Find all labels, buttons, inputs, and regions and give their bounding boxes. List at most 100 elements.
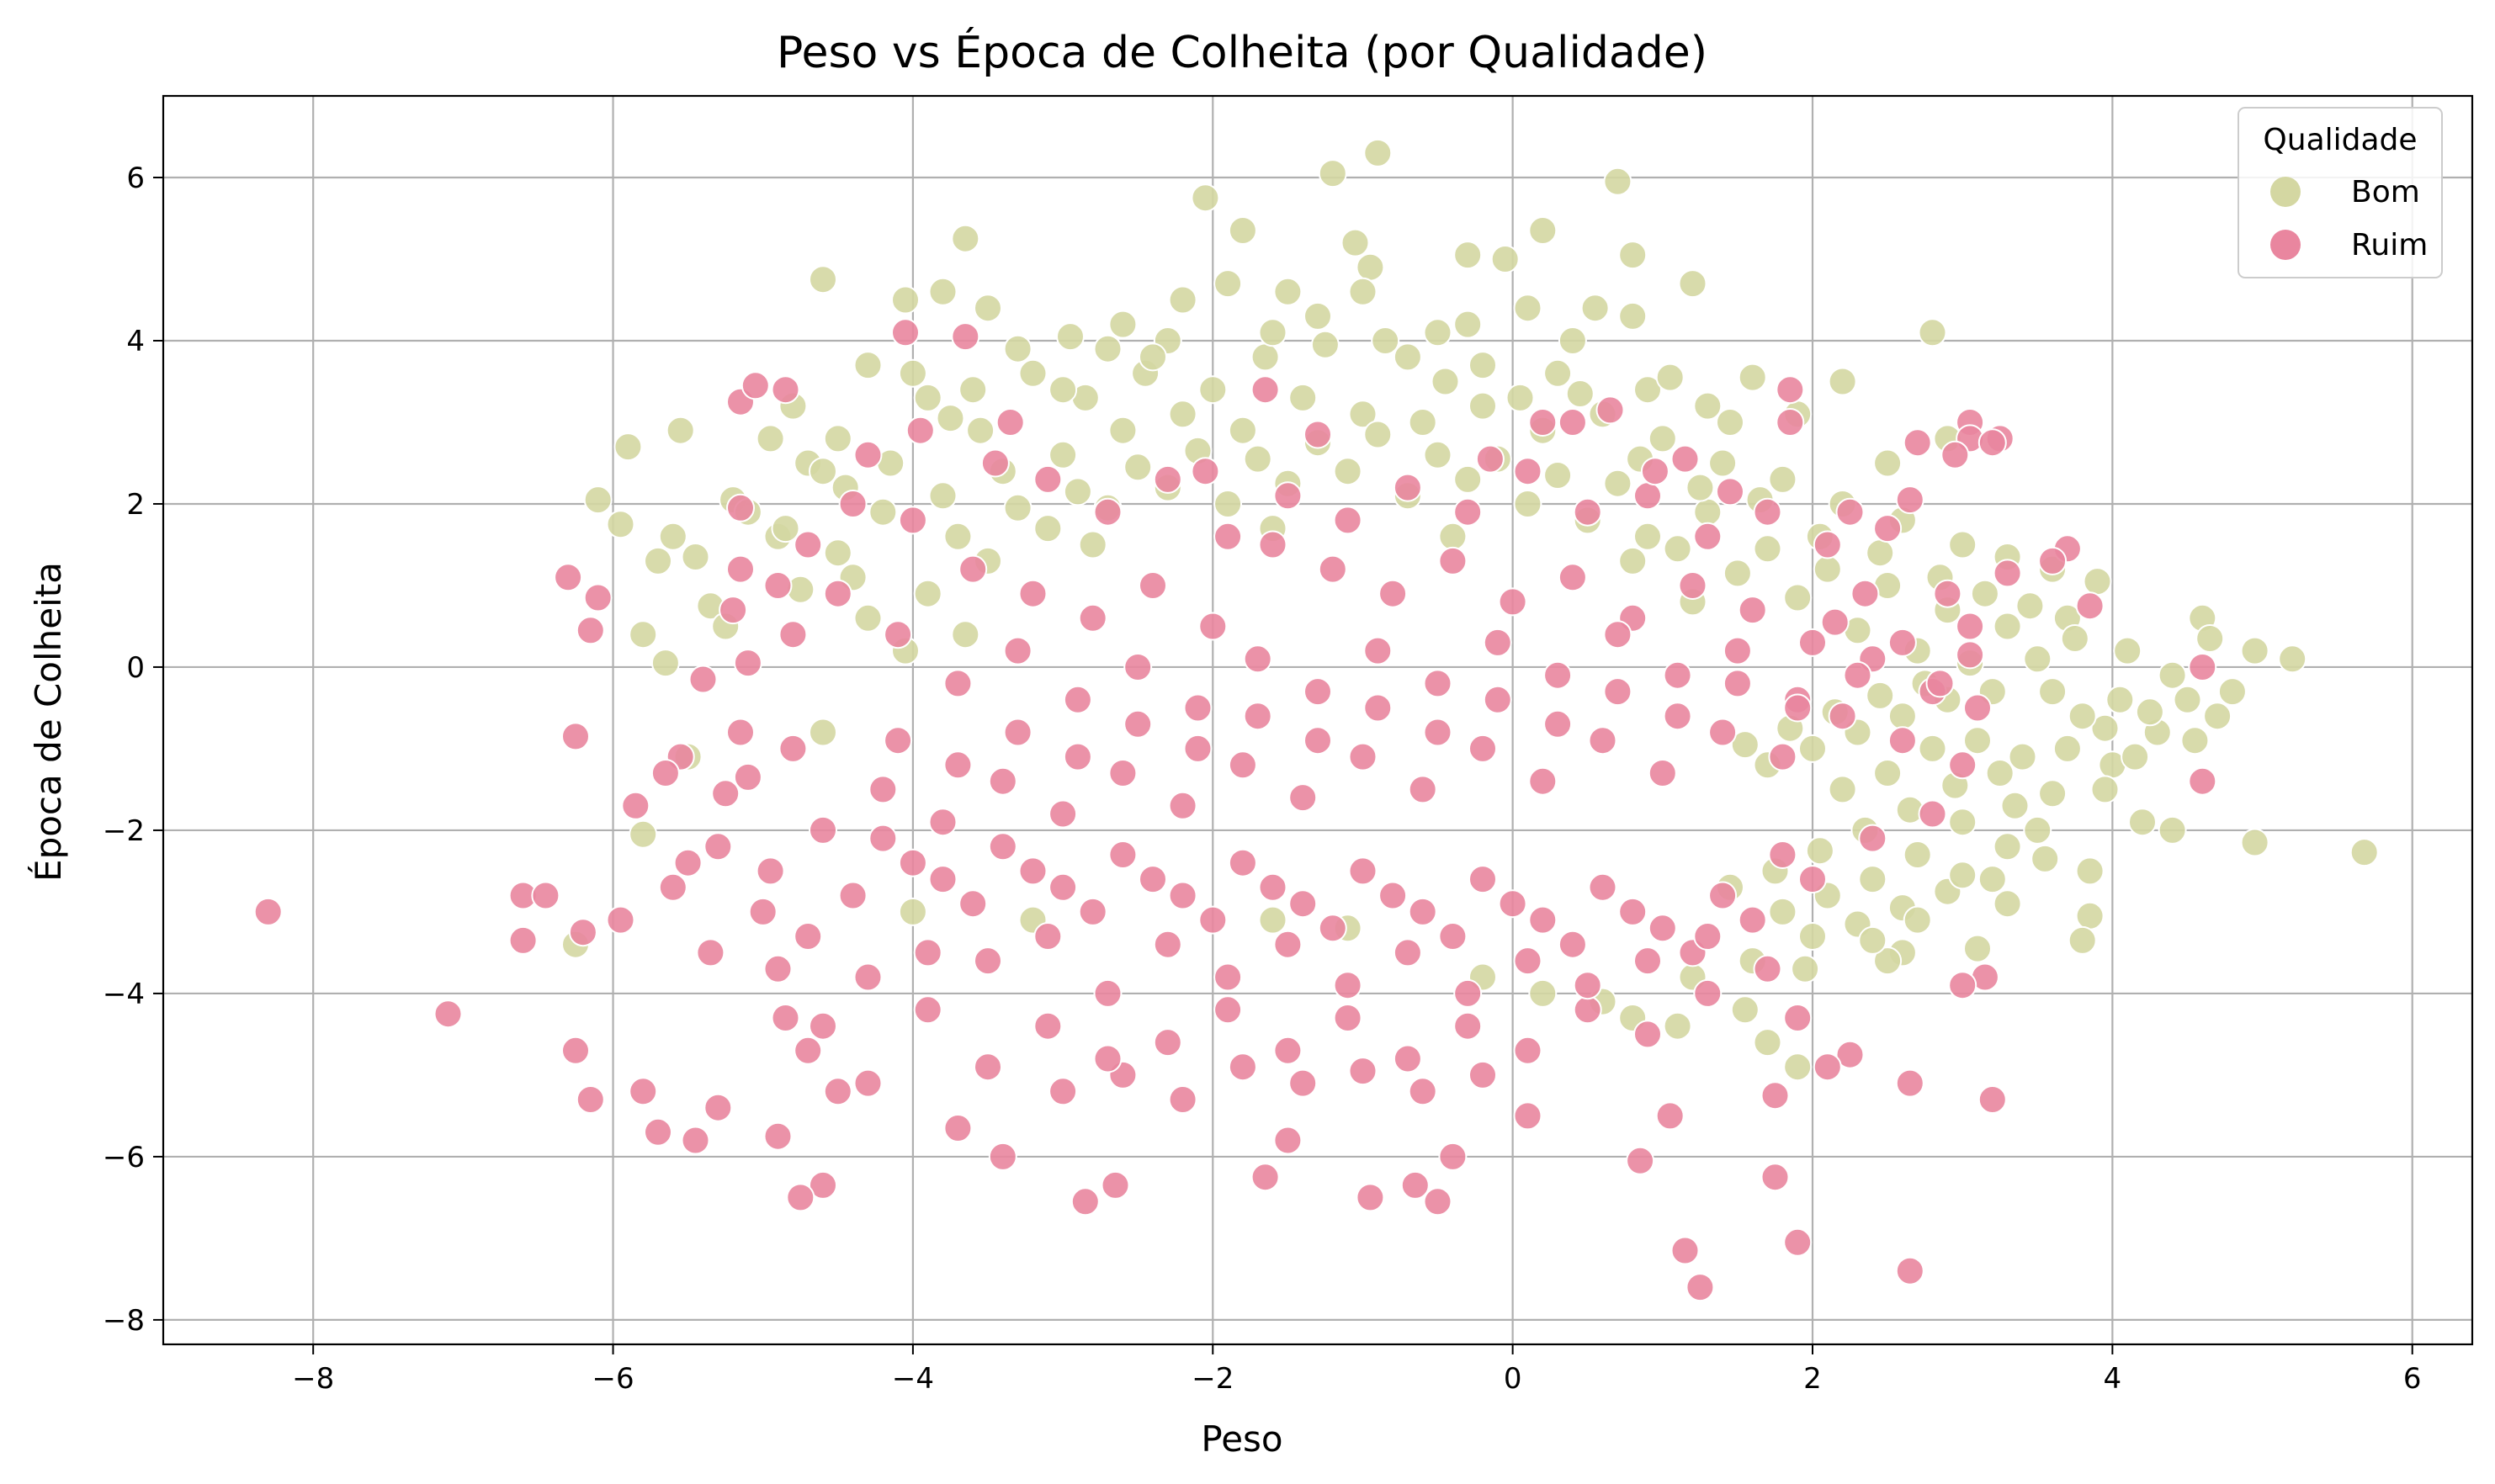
data-point [988,832,1017,861]
data-point [958,375,988,405]
data-point [2158,815,2187,845]
y-tick-label: 2 [126,488,145,522]
data-point [1303,726,1332,755]
data-point [2038,677,2068,707]
data-point [1168,400,1197,429]
data-point [1258,872,1287,902]
data-point [2090,713,2120,743]
data-point [958,889,988,919]
data-point [943,750,973,780]
data-point [681,543,710,571]
data-point [1858,865,1887,894]
data-point [1977,1085,2007,1114]
data-point [1528,216,1558,245]
data-point [1139,865,1167,894]
x-tick-label: −2 [1192,1362,1234,1396]
data-point [726,554,755,584]
data-point [1273,481,1303,511]
data-point [1408,897,1437,926]
data-point [823,424,852,453]
data-point [1768,464,1797,494]
y-tick-label: 0 [126,651,145,685]
data-point [1993,832,2022,861]
data-point [1738,363,1767,392]
data-point [1603,677,1632,707]
data-point [1663,534,1692,564]
data-point [1798,734,1827,763]
data-point [2060,624,2089,653]
data-point [1956,612,1985,641]
data-point [1753,954,1782,983]
data-point [2031,844,2060,873]
data-point [1340,228,1370,257]
data-point [1513,1101,1542,1131]
data-point [974,946,1002,976]
data-point [756,856,785,886]
legend-marker-ruim [2270,230,2301,260]
data-point [1078,603,1107,633]
data-point [2008,742,2037,771]
data-point [1963,693,1992,723]
data-point [629,1077,658,1106]
data-point [2173,685,2202,714]
data-point [1168,881,1197,910]
data-point [2075,901,2105,930]
data-point [1648,914,1677,943]
data-point [1468,351,1497,380]
y-tick-label: −8 [103,1304,145,1338]
data-point [1513,490,1542,518]
data-point [1633,1020,1662,1049]
data-point [838,490,868,518]
data-point [1423,718,1452,747]
data-point [1513,1036,1542,1065]
data-point [809,815,837,845]
data-point [644,1117,672,1147]
data-point [1273,930,1303,959]
data-point [763,1121,793,1151]
data-point [1063,742,1092,771]
data-point [1918,799,1947,829]
data-point [1685,1273,1715,1302]
data-point [673,848,703,877]
data-point [1003,718,1033,747]
y-axis-label: Época de Colheita [27,562,69,882]
data-point [1513,294,1542,323]
data-point [1273,277,1303,306]
data-point [928,808,958,837]
data-point [1835,497,1865,527]
data-point [1603,620,1632,649]
data-point [1708,881,1738,910]
data-point [1730,730,1760,760]
data-point [1618,897,1648,926]
data-point [1828,367,1857,396]
data-point [1528,978,1558,1008]
data-point [951,224,980,253]
data-point [1640,457,1670,486]
data-point [1483,685,1512,714]
data-point [2240,636,2269,665]
data-point [1948,861,1977,890]
data-point [1873,759,1903,787]
data-point [1400,1170,1430,1200]
data-point [621,791,650,820]
data-point [1573,971,1602,1000]
data-point [1783,1227,1813,1257]
x-axis-label: Peso [1201,1418,1282,1460]
data-point [1348,856,1378,886]
data-point [794,530,823,559]
data-point [1423,669,1452,698]
data-point [928,277,958,306]
data-point [1198,375,1228,405]
data-point [253,897,283,926]
data-point [1093,1044,1123,1073]
data-point [1663,702,1692,731]
x-tick-label: −4 [892,1362,934,1396]
data-point [853,351,883,380]
data-point [1887,726,1917,755]
data-point [1993,559,2022,588]
data-point [1648,759,1677,787]
data-point [1003,334,1033,363]
data-point [1243,702,1272,731]
data-point [1670,1236,1700,1265]
data-point [1048,440,1078,469]
